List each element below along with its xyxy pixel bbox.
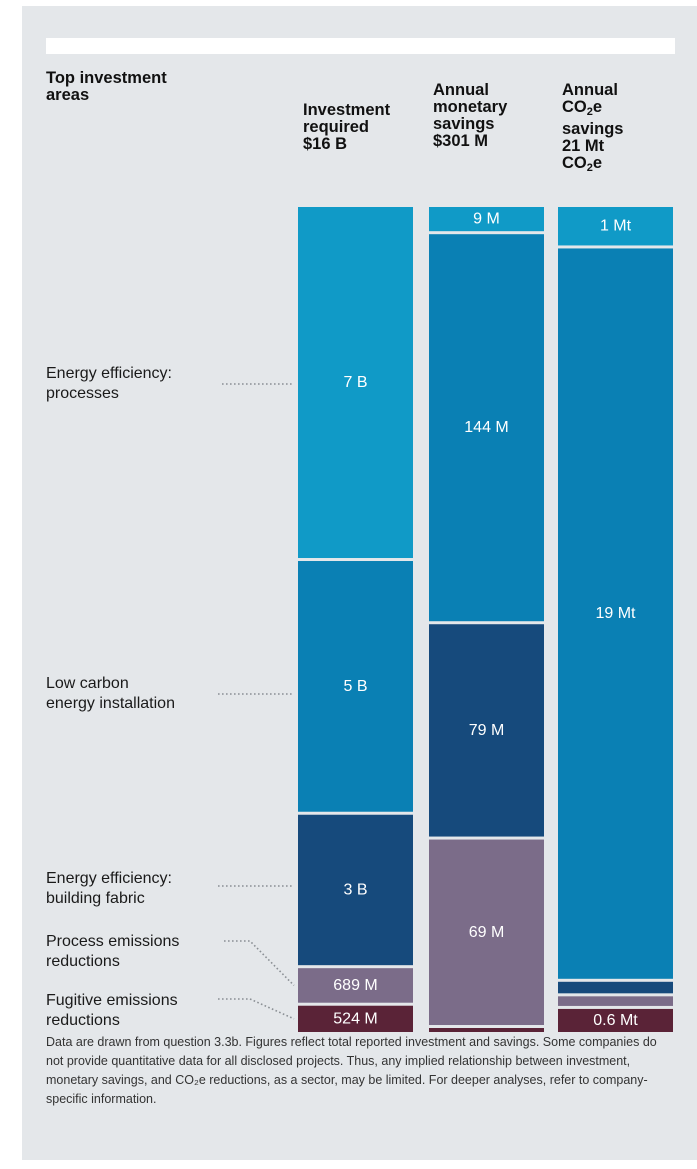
data-label-investment-process-emissions: 689 M — [333, 977, 377, 994]
bar-co2e-processes — [558, 207, 673, 246]
category-label-fugitive-emissions: Fugitive emissions reductions — [46, 992, 178, 1029]
bar-investment-building-fabric — [298, 814, 413, 966]
bar-investment-fugitive-emissions — [298, 1005, 413, 1032]
bar-co2e-fugitive-emissions — [558, 1008, 673, 1032]
section-title-line2: areas — [46, 86, 90, 104]
leader-line-fugitive-emissions — [218, 998, 295, 1020]
column-header-investment-line2: required — [303, 118, 370, 136]
bar-monetary-process-emissions — [429, 839, 544, 1026]
section-title: Top investment areas — [46, 70, 276, 104]
bar-investment-processes — [298, 207, 413, 559]
bar-monetary-processes — [429, 207, 544, 232]
bar-co2e-low-carbon — [558, 248, 673, 979]
section-title-line1: Top investment — [46, 69, 167, 87]
data-label-co2e-fugitive-emissions: 0.6 Mt — [593, 1012, 638, 1029]
column-header-co2e-line2: CO2e — [562, 98, 603, 119]
data-label-investment-fugitive-emissions: 524 M — [333, 1010, 377, 1027]
bar-co2e-process-emissions — [558, 996, 673, 1006]
data-label-co2e-processes: 1 Mt — [600, 218, 632, 235]
data-label-investment-building-fabric: 3 B — [343, 881, 367, 898]
data-label-monetary-building-fabric: 79 M — [469, 722, 505, 739]
column-header-co2e-line3: savings — [562, 120, 624, 138]
data-label-monetary-processes: 9 M — [473, 211, 500, 228]
category-label-processes: Energy efficiency: processes — [46, 365, 172, 402]
column-header-monetary: Annual monetary savings $301 M — [433, 82, 507, 150]
bar-investment-low-carbon — [298, 561, 413, 812]
column-header-investment: Investment required $16 B — [303, 102, 390, 153]
data-label-co2e-low-carbon: 19 Mt — [595, 605, 636, 622]
column-header-co2e-line1: Annual — [562, 81, 618, 99]
column-header-co2e: Annual CO2e savings 21 Mt CO2e — [562, 82, 623, 177]
bar-monetary-building-fabric — [429, 624, 544, 837]
bar-co2e-building-fabric — [558, 981, 673, 994]
data-label-monetary-low-carbon: 144 M — [464, 419, 508, 436]
bar-monetary-fugitive-emissions — [429, 1028, 544, 1032]
column-header-monetary-line3: savings — [433, 115, 495, 133]
footnote: Data are drawn from question 3.3b. Figur… — [46, 1035, 657, 1106]
bar-monetary-low-carbon — [429, 234, 544, 622]
data-label-investment-processes: 7 B — [343, 374, 367, 391]
column-header-co2e-total: 21 Mt — [562, 137, 605, 155]
column-header-monetary-line2: monetary — [433, 98, 508, 116]
data-label-investment-low-carbon: 5 B — [343, 678, 367, 695]
bars: 7 B 5 B 3 B 689 M 524 M 9 M 144 M 79 M 69 M 1 Mt 1… — [298, 207, 673, 1032]
column-header-investment-line1: Investment — [303, 101, 391, 119]
header-rule — [46, 38, 675, 54]
leader-lines — [218, 383, 295, 1020]
leader-line-process-emissions — [224, 940, 295, 987]
category-label-building-fabric: Energy efficiency: building fabric — [46, 870, 172, 907]
category-label-process-emissions: Process emissions reductions — [46, 933, 180, 970]
column-header-investment-total: $16 B — [303, 135, 348, 153]
column-header-monetary-line1: Annual — [433, 81, 489, 99]
data-label-monetary-process-emissions: 69 M — [469, 924, 505, 941]
column-header-co2e-total-unit: CO2e — [562, 154, 603, 175]
bar-investment-process-emissions — [298, 968, 413, 1003]
column-header-monetary-total: $301 M — [433, 132, 489, 150]
category-label-low-carbon: Low carbon energy installation — [46, 675, 175, 712]
